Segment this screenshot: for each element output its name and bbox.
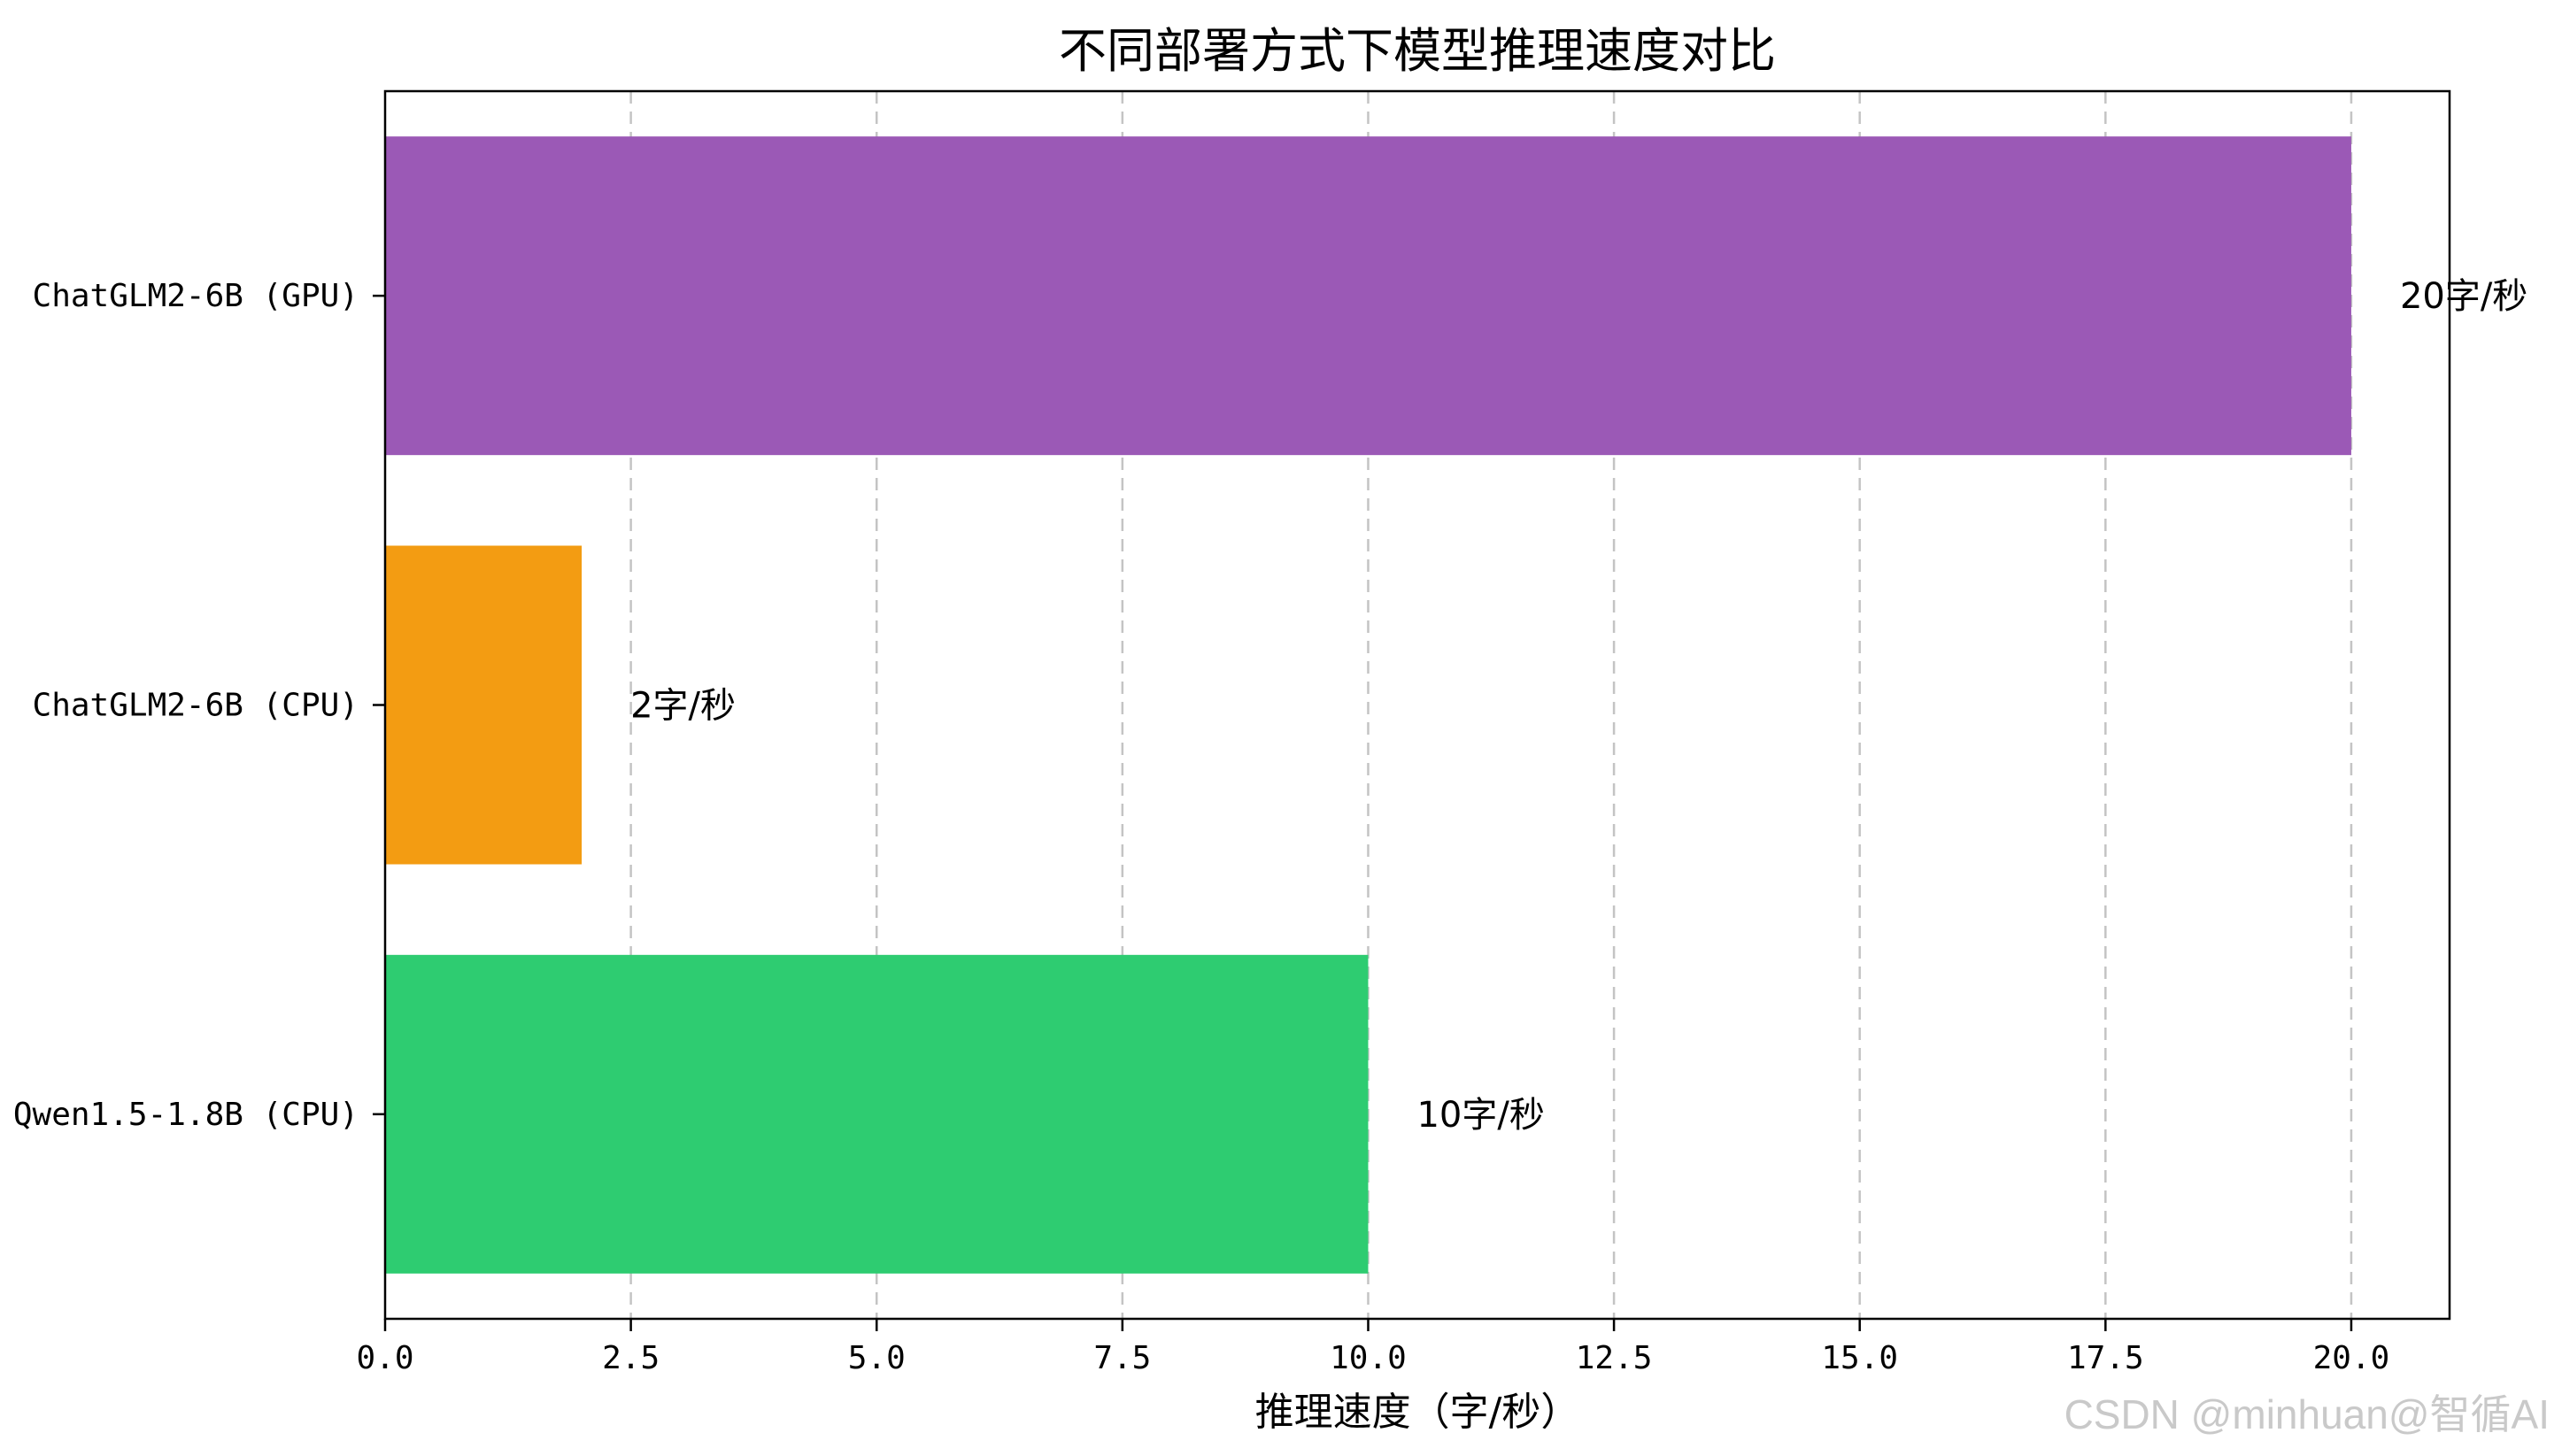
x-axis-label: 推理速度（字/秒） [1255,1390,1580,1435]
y-tick-label: ChatGLM2-6B (GPU) [33,278,359,314]
chart-title: 不同部署方式下模型推理速度对比 [1059,23,1776,79]
bar-value-label: 2字/秒 [630,686,736,727]
bar [385,954,1369,1274]
y-tick-label: ChatGLM2-6B (CPU) [33,688,359,724]
bar [385,136,2351,456]
x-tick-label: 10.0 [1330,1340,1407,1376]
x-tick-label: 20.0 [2313,1340,2390,1376]
x-tick-label: 15.0 [1821,1340,1898,1376]
x-tick-label: 0.0 [356,1340,413,1376]
x-tick-label: 12.5 [1576,1340,1653,1376]
x-tick-label: 2.5 [602,1340,660,1376]
x-tick-label: 17.5 [2067,1340,2144,1376]
bar-value-label: 10字/秒 [1416,1095,1544,1136]
bar-value-label: 20字/秒 [2400,276,2527,317]
bar [385,545,583,865]
x-tick-label: 7.5 [1093,1340,1151,1376]
bars [385,136,2351,1274]
x-tick-label: 5.0 [848,1340,906,1376]
watermark: CSDN @minhuan@智循AI [2064,1391,2550,1437]
y-tick-label: Qwen1.5-1.8B (CPU) [13,1097,359,1133]
ticks: 0.0 2.5 5.0 7.5 10.0 12.5 15.0 17.5 20.0 ChatGLM2… [13,278,2389,1376]
value-labels: 20字/秒 2字/秒 10字/秒 [630,276,2527,1136]
